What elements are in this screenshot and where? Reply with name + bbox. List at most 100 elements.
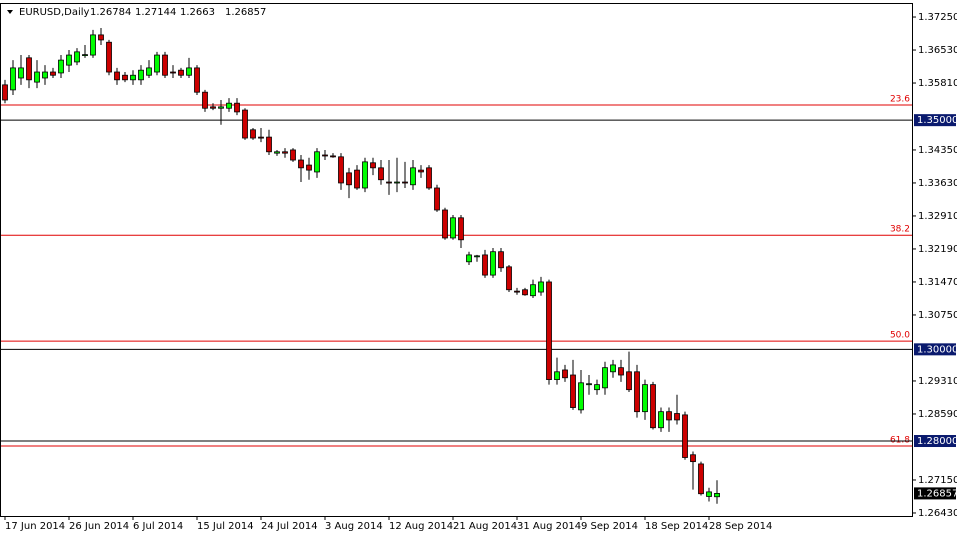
candle-body <box>106 41 112 73</box>
current-price-label: 1.26857 <box>917 488 957 499</box>
candle-body <box>338 156 344 184</box>
candle-body <box>66 54 72 66</box>
candle-body <box>210 106 216 109</box>
current-price-box <box>914 487 956 500</box>
candle-body <box>234 102 240 113</box>
x-tick-label: 3 Aug 2014 <box>325 521 383 532</box>
symbol: EURUSD,Daily <box>19 7 90 18</box>
y-tick-label: 1.34350 <box>918 145 957 156</box>
candle-body <box>154 54 160 73</box>
candle-body <box>618 367 624 376</box>
candle-body <box>458 217 464 241</box>
header-value: 1.26784 <box>90 7 131 18</box>
candle-body <box>690 454 696 463</box>
candle-body <box>322 154 328 157</box>
menu-arrow[interactable] <box>7 10 13 14</box>
candle-body <box>666 411 672 421</box>
candle-body <box>450 217 456 239</box>
candle-body <box>482 254 488 276</box>
candle-body <box>330 155 336 158</box>
y-tick-label: 1.32190 <box>918 244 957 255</box>
candle-body <box>674 413 680 421</box>
candle-body <box>698 463 704 495</box>
candle-body <box>306 164 312 171</box>
candle-body <box>546 281 552 380</box>
candle-body <box>386 181 392 184</box>
candle-body <box>290 149 296 161</box>
candle-body <box>402 181 408 184</box>
x-tick-label: 28 Sep 2014 <box>709 521 772 532</box>
candle-body <box>410 167 416 186</box>
candle-body <box>610 364 616 373</box>
y-tick-label: 1.28590 <box>918 409 957 420</box>
candle-body <box>642 384 648 413</box>
y-tick-label: 1.35810 <box>918 78 957 89</box>
x-tick-label: 9 Sep 2014 <box>581 521 638 532</box>
candle-body <box>354 169 360 189</box>
x-tick-label: 31 Aug 2014 <box>517 521 581 532</box>
x-tick-label: 26 Jun 2014 <box>69 521 129 532</box>
fib-label: 50.0 <box>890 331 910 341</box>
candle-body <box>658 411 664 429</box>
candle-body <box>98 34 104 41</box>
candle-body <box>554 371 560 380</box>
candle-body <box>10 67 16 91</box>
price-label-box <box>914 435 956 448</box>
y-tick-label: 1.29310 <box>918 376 957 387</box>
candle-body <box>426 167 432 189</box>
x-tick-label: 12 Aug 2014 <box>389 521 453 532</box>
candle-body <box>370 162 376 169</box>
candle-body <box>314 151 320 173</box>
price-label-box <box>914 343 956 356</box>
candle-body <box>586 383 592 386</box>
y-tick-label: 1.36530 <box>918 45 957 56</box>
candle-body <box>114 71 120 81</box>
candle-body <box>162 54 168 76</box>
candle-body <box>58 59 64 74</box>
candle-body <box>122 74 128 81</box>
candle-body <box>418 169 424 173</box>
candle-body <box>274 151 280 154</box>
candle-body <box>522 289 528 296</box>
candle-body <box>650 384 656 429</box>
candle-body <box>194 67 200 93</box>
candle-body <box>258 136 264 139</box>
x-tick-label: 15 Jul 2014 <box>197 521 254 532</box>
candle-body <box>594 384 600 391</box>
candle-body <box>378 167 384 181</box>
candle-body <box>242 109 248 139</box>
y-tick-label: 1.26430 <box>918 508 957 519</box>
candle-body <box>178 69 184 76</box>
candle-body <box>42 71 48 79</box>
candle-body <box>18 67 24 79</box>
candle-body <box>466 254 472 263</box>
candle-body <box>634 371 640 413</box>
candle-body <box>362 161 368 189</box>
candle-body <box>346 172 352 186</box>
price-label: 1.28000 <box>917 436 957 447</box>
candle-body <box>50 71 56 76</box>
candle-body <box>706 491 712 497</box>
candle-body <box>218 106 224 109</box>
x-tick-label: 21 Aug 2014 <box>453 521 517 532</box>
candle-body <box>282 151 288 154</box>
price-label: 1.35000 <box>917 115 957 126</box>
x-tick-label: 18 Sep 2014 <box>645 521 708 532</box>
candle-body <box>490 251 496 276</box>
candle-body <box>250 129 256 139</box>
candle-body <box>146 67 152 76</box>
candle-body <box>266 136 272 153</box>
candle-body <box>34 71 40 83</box>
candle-body <box>570 374 576 408</box>
candle-body <box>186 67 192 76</box>
candle-body <box>298 159 304 169</box>
candle-body <box>530 284 536 297</box>
candle-body <box>498 251 504 269</box>
candle-body <box>170 71 176 74</box>
fib-label: 38.2 <box>890 225 910 235</box>
candle-body <box>138 69 144 81</box>
fib-label: 23.6 <box>890 95 910 105</box>
x-tick-label: 17 Jun 2014 <box>5 521 65 532</box>
